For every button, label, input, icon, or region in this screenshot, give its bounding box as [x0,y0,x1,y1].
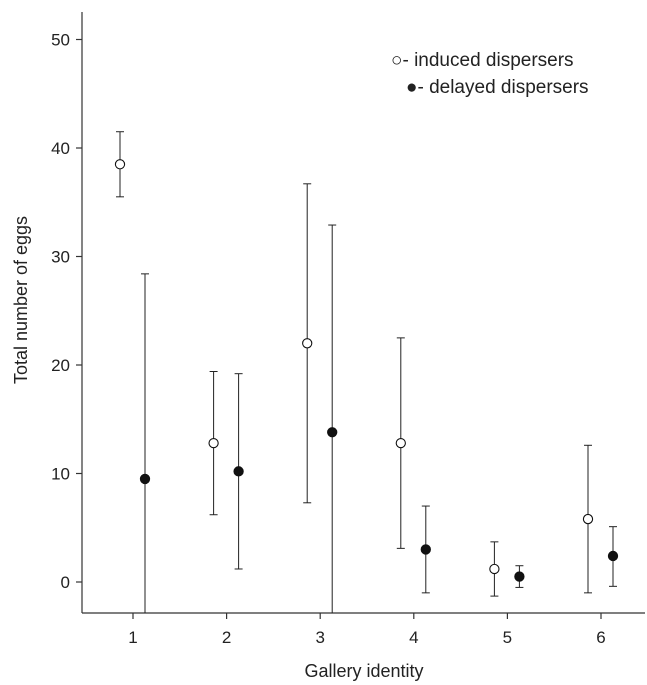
delayed-point [139,473,151,485]
y-tick-label: 10 [51,465,70,484]
induced-point [302,338,313,349]
x-tick-label: 6 [596,628,605,647]
delayed-point [514,571,525,582]
x-tick-label: 3 [315,628,324,647]
x-axis-label: Gallery identity [304,661,423,681]
induced-point [582,513,594,525]
legend-entry-induced: ○- induced dispersers [391,50,574,71]
x-tick-label: 2 [222,628,231,647]
data-marks [114,131,619,613]
induced-point [208,437,219,449]
y-tick-label: 30 [51,248,70,267]
series-delayed [139,224,619,613]
y-axis-label: Total number of eggs [11,216,31,384]
x-tick-label: 1 [128,628,137,647]
induced-point [489,563,500,575]
y-tick-label: 40 [51,139,70,158]
axes: 0 10 20 30 40 50 1 2 3 4 5 6 [51,12,645,647]
induced-point [114,159,126,170]
delayed-point [233,466,244,477]
delayed-point [607,550,619,562]
y-tick-label: 20 [51,356,70,375]
series-induced [114,131,594,597]
y-tick-label: 0 [61,573,70,592]
y-tick-label: 50 [51,31,70,50]
induced-point [395,437,406,449]
x-tick-label: 5 [503,628,512,647]
delayed-point [420,544,431,555]
x-tick-label: 4 [409,628,418,647]
delayed-point [327,427,338,438]
legend-entry-delayed: ●- delayed dispersers [406,77,589,98]
legend: ○- induced dispersers ●- delayed dispers… [391,50,589,98]
